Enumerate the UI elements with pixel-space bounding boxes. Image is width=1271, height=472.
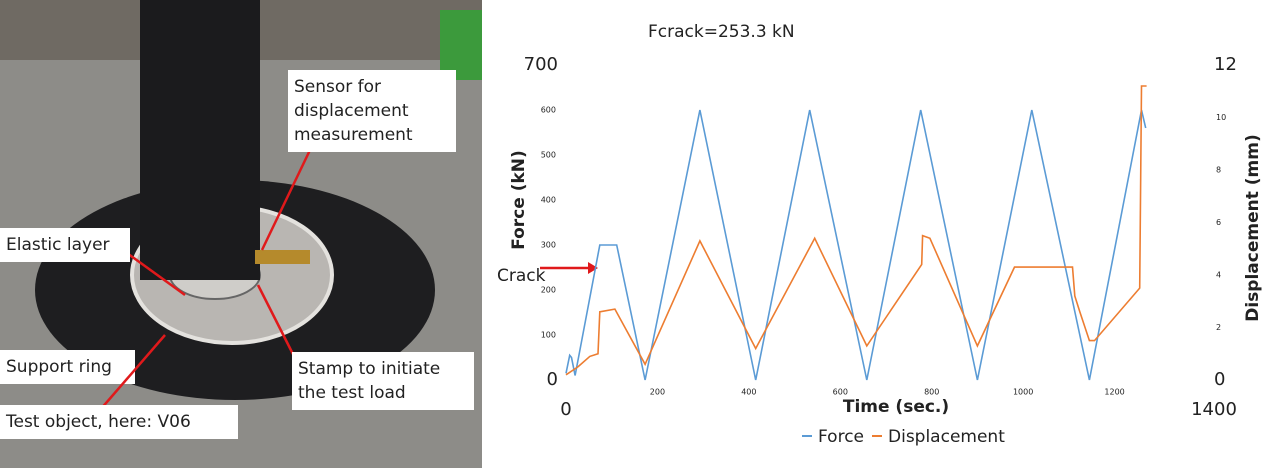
photo-label: displacement: [294, 101, 409, 121]
y-tick-label: 200: [541, 286, 556, 295]
legend-label: Force: [818, 427, 864, 447]
label-box: [288, 70, 456, 152]
photo-label: Test object, here: V06: [5, 412, 191, 432]
y-tick-label: 100: [541, 331, 556, 340]
y-tick-label: 300: [541, 241, 556, 250]
label-box: [292, 352, 474, 410]
pointer-arrow: [260, 149, 312, 251]
photo-label: Sensor for: [294, 77, 381, 97]
chart-title: Fcrack=253.3 kN: [648, 22, 795, 42]
x-tick-label: 1000: [1013, 388, 1033, 397]
pointer-arrow: [99, 334, 166, 411]
x-tick-label: 0: [560, 399, 571, 420]
x-tick-label: 1200: [1104, 388, 1124, 397]
photo-label: Support ring: [6, 357, 112, 377]
y-tick-label: 500: [541, 151, 556, 160]
x-tick-label: 600: [833, 388, 848, 397]
label-box: [0, 350, 135, 384]
y2-axis-label: Displacement (mm): [1243, 134, 1263, 322]
sensor-bracket: [255, 250, 310, 264]
data-line: [565, 85, 1147, 376]
y2-tick-label: 0: [1214, 369, 1225, 390]
y-tick-label: 600: [541, 106, 556, 115]
annotation: Crack: [497, 266, 546, 286]
photo-label: measurement: [294, 125, 413, 145]
y2-tick-label: 10: [1216, 113, 1226, 122]
annotation-arrowhead: [588, 262, 598, 274]
x-tick-label: 400: [741, 388, 756, 397]
y2-tick-label: 12: [1214, 54, 1237, 75]
pointer-arrow: [119, 246, 186, 297]
steel-column: [140, 0, 260, 280]
x-tick-label: 800: [924, 388, 939, 397]
y2-tick-label: 4: [1216, 271, 1221, 280]
label-box: [0, 405, 238, 439]
y-tick-label: 0: [547, 369, 558, 390]
y2-tick-label: 6: [1216, 218, 1221, 227]
y2-tick-label: 2: [1216, 323, 1221, 332]
y2-tick-label: 8: [1216, 166, 1221, 175]
y-tick-label: 700: [524, 54, 558, 75]
x-axis-label: Time (sec.): [843, 397, 949, 417]
y-axis-label: Force (kN): [509, 150, 529, 250]
x-tick-label: 200: [650, 388, 665, 397]
data-line: [565, 109, 1147, 381]
label-box: [0, 228, 130, 262]
x-tick-label: 1400: [1191, 399, 1237, 420]
y-tick-label: 400: [541, 196, 556, 205]
green-object: [440, 10, 482, 80]
photo-label: Elastic layer: [6, 235, 110, 255]
photo-label: Stamp to initiate: [298, 359, 440, 379]
legend-label: Displacement: [888, 427, 1005, 447]
photo-label: the test load: [298, 383, 406, 403]
